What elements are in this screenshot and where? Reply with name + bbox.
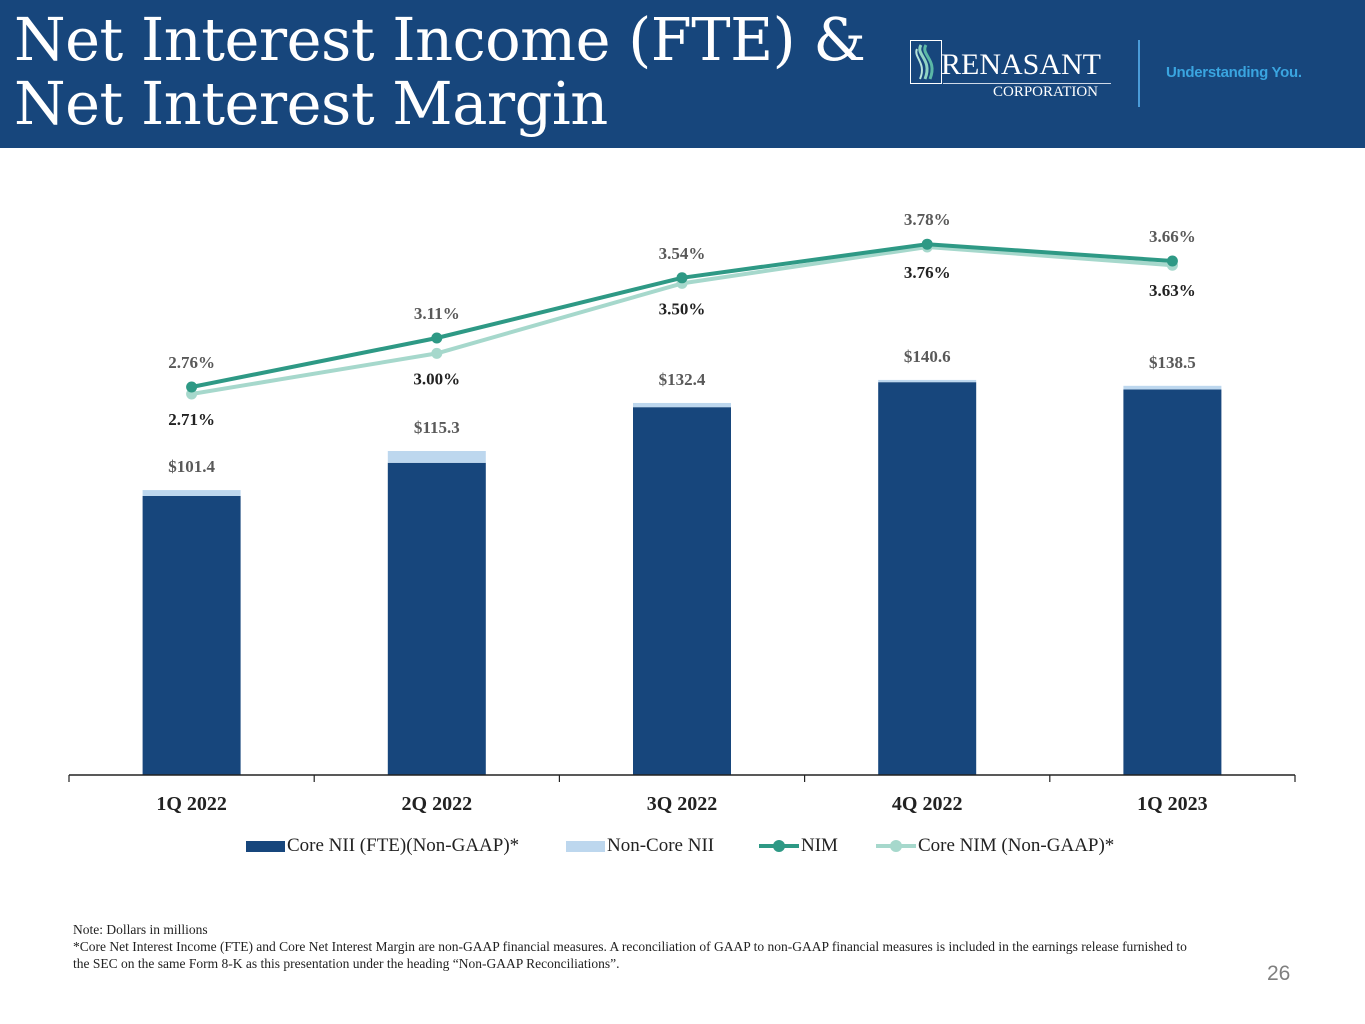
bar-core-nii xyxy=(878,382,977,775)
bar-core-nii xyxy=(633,407,731,775)
core-nim-label: 2.71% xyxy=(168,410,215,429)
x-tick-label: 3Q 2022 xyxy=(647,793,718,815)
legend-label-core-nii: Core NII (FTE)(Non-GAAP)* xyxy=(287,835,520,856)
x-tick-label: 2Q 2022 xyxy=(402,793,473,815)
legend-item-nim: NIM xyxy=(759,834,838,858)
renasant-logo: RENASANT CORPORATION xyxy=(910,40,1115,102)
nim-label: 3.11% xyxy=(414,304,460,323)
lines-layer xyxy=(186,238,1178,400)
bar-non-core-nii xyxy=(878,379,977,383)
bar-core-nii xyxy=(142,495,241,775)
core-nim-label: 3.63% xyxy=(1149,281,1196,300)
legend-item-core-nim: Core NIM (Non-GAAP)* xyxy=(876,834,1114,858)
nii-nim-chart: 1Q 2022 2Q 2022 3Q 2022 4Q 2022 1Q 2023 $101… xyxy=(68,210,1296,815)
title-line-1: Net Interest Income (FTE) & xyxy=(14,5,866,74)
nim-label: 3.66% xyxy=(1149,227,1196,246)
legend-label-non-core-nii: Non-Core NII xyxy=(607,835,715,856)
page-number: 26 xyxy=(1267,962,1291,985)
bar-non-core-nii xyxy=(142,490,241,496)
core-nim-point xyxy=(431,347,443,359)
core-nim-label: 3.76% xyxy=(904,263,951,282)
legend-item-non-core-nii: Non-Core NII xyxy=(566,834,714,858)
nim-point xyxy=(676,272,688,284)
bar-total-label: $132.4 xyxy=(659,370,706,389)
nim-label: 3.54% xyxy=(659,244,706,263)
logo-rule xyxy=(943,83,1111,84)
labels-layer: $101.4 $115.3 $132.4 $140.6 $138.5 2.71% 3.00%… xyxy=(168,210,1196,476)
legend-label-core-nim: Core NIM (Non-GAAP)* xyxy=(918,835,1115,856)
bars-layer xyxy=(142,379,1222,775)
footnotes: Note: Dollars in millions *Core Net Inte… xyxy=(73,921,1193,972)
legend-swatch-non-core-nii xyxy=(566,840,605,852)
core-nim-label: 3.50% xyxy=(659,299,706,318)
core-nim-label: 3.00% xyxy=(413,369,460,388)
bar-core-nii xyxy=(387,462,486,775)
header-divider xyxy=(1138,40,1140,107)
note-dollars: Note: Dollars in millions xyxy=(73,922,208,937)
bar-total-label: $101.4 xyxy=(168,457,215,476)
legend-marker-nim xyxy=(759,834,799,858)
bar-non-core-nii xyxy=(633,402,731,408)
nim-point xyxy=(186,381,198,393)
slide-header: Net Interest Income (FTE) & Net Interest… xyxy=(0,0,1365,148)
bar-core-nii xyxy=(1123,389,1222,775)
legend-marker-core-nim xyxy=(876,834,916,858)
legend-swatch-core-nii xyxy=(246,840,285,852)
x-tick-label: 1Q 2023 xyxy=(1137,793,1208,815)
nim-label: 3.78% xyxy=(904,210,951,229)
logo-name: RENASANT xyxy=(941,48,1102,81)
slide-title: Net Interest Income (FTE) & Net Interest… xyxy=(14,5,866,138)
nim-label: 2.76% xyxy=(168,353,215,372)
title-line-2: Net Interest Margin xyxy=(14,69,608,138)
nim-point xyxy=(921,238,933,250)
logo-subtitle: CORPORATION xyxy=(993,84,1099,100)
bar-non-core-nii xyxy=(387,451,486,463)
bar-total-label: $138.5 xyxy=(1149,353,1196,372)
tagline: Understanding You. xyxy=(1166,64,1302,81)
note-non-gaap: *Core Net Interest Income (FTE) and Core… xyxy=(73,939,1187,971)
chart-legend: Core NII (FTE)(Non-GAAP)* Non-Core NII N… xyxy=(0,834,1365,858)
nim-point xyxy=(1166,255,1178,267)
x-tick-label: 4Q 2022 xyxy=(892,793,963,815)
x-tick-label: 1Q 2022 xyxy=(156,793,227,815)
nim-point xyxy=(431,332,443,344)
logo-emblem-icon xyxy=(910,40,942,84)
bar-non-core-nii xyxy=(1123,385,1222,390)
legend-item-core-nii: Core NII (FTE)(Non-GAAP)* xyxy=(246,834,519,858)
legend-label-nim: NIM xyxy=(801,835,838,856)
x-axis: 1Q 2022 2Q 2022 3Q 2022 4Q 2022 1Q 2023 xyxy=(68,774,1296,815)
bar-total-label: $140.6 xyxy=(904,347,951,366)
bar-total-label: $115.3 xyxy=(414,418,460,437)
